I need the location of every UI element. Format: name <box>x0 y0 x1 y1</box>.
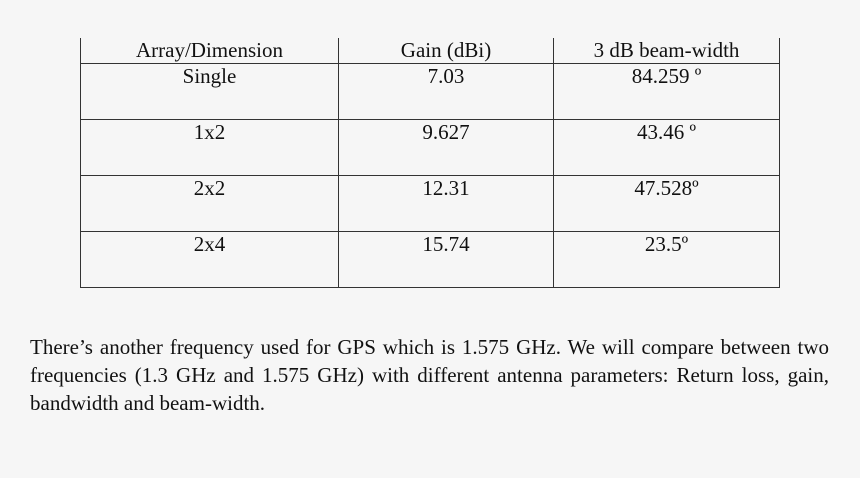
table-cell: 84.259 º <box>553 63 780 120</box>
results-table: Array/Dimension Gain (dBi) 3 dB beam-wid… <box>80 38 780 288</box>
table-cell: 7.03 <box>338 63 554 120</box>
header-cell: 3 dB beam-width <box>553 38 780 64</box>
table-cell: 2x4 <box>80 231 339 288</box>
header-cell: Gain (dBi) <box>338 38 554 64</box>
header-row: Array/Dimension Gain (dBi) 3 dB beam-wid… <box>80 38 780 64</box>
table-cell: 15.74 <box>338 231 554 288</box>
table-cell: 9.627 <box>338 119 554 176</box>
table-cell: 1x2 <box>80 119 339 176</box>
table-cell: 47.528º <box>553 175 780 232</box>
header-cell: Array/Dimension <box>80 38 339 64</box>
table-row: Single 7.03 84.259 º <box>80 63 780 120</box>
table-row: 2x4 15.74 23.5º <box>80 231 780 288</box>
table-row: 2x2 12.31 47.528º <box>80 175 780 232</box>
body-paragraph: There’s another frequency used for GPS w… <box>30 335 829 415</box>
table-cell: 43.46 º <box>553 119 780 176</box>
table-cell: 23.5º <box>553 231 780 288</box>
table-cell: Single <box>80 63 339 120</box>
table-row: 1x2 9.627 43.46 º <box>80 119 780 176</box>
table-cell: 12.31 <box>338 175 554 232</box>
table-cell: 2x2 <box>80 175 339 232</box>
